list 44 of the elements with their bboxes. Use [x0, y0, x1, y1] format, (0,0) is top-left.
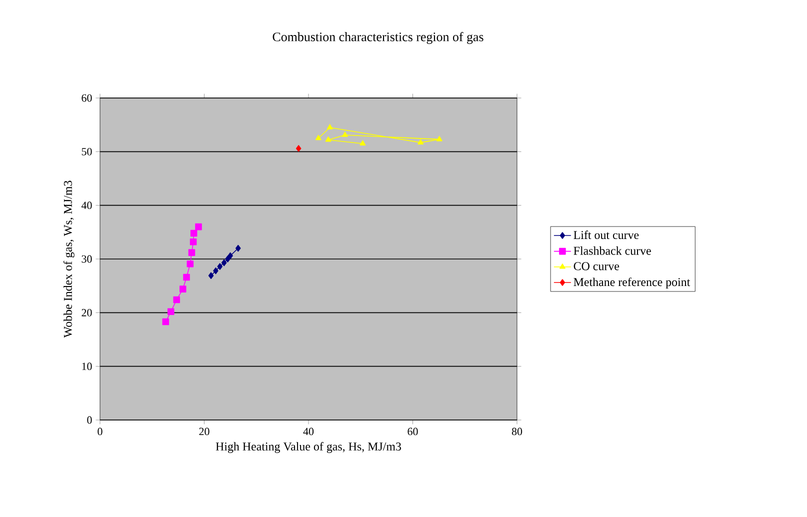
- point: [225, 256, 230, 262]
- y-axis-title: Wobbe Index of gas, Ws, MJ/m3: [63, 180, 74, 338]
- point: [217, 263, 223, 270]
- point: [188, 249, 196, 256]
- x-tick-label: 0: [98, 428, 102, 436]
- y-tick-label: 30: [82, 255, 92, 263]
- chart-title: Combustion characteristics region of gas: [272, 32, 484, 44]
- point: [168, 308, 174, 315]
- point: [183, 274, 190, 281]
- legend-label: CO curve: [574, 262, 620, 270]
- point: [208, 272, 214, 280]
- point: [173, 296, 180, 304]
- point: [418, 139, 424, 144]
- y-tick-label: 60: [82, 94, 92, 102]
- x-tick-label: 40: [303, 428, 314, 436]
- y-tick-label: 40: [81, 202, 92, 210]
- point: [221, 259, 227, 266]
- point: [326, 124, 333, 130]
- y-tick-label: 10: [82, 362, 92, 370]
- y-tick-label: 50: [82, 148, 92, 156]
- point: [190, 238, 197, 246]
- legend-label: Methane reference point: [574, 278, 690, 289]
- y-tick-label: 20: [82, 308, 92, 316]
- legend-label: Flashback curve: [574, 246, 651, 255]
- point: [296, 145, 302, 152]
- point: [235, 244, 241, 252]
- point: [162, 318, 170, 326]
- legend-label: Lift out curve: [574, 230, 639, 240]
- x-axis-title: High Heating Value of gas, Hs, MJ/m3: [216, 442, 402, 454]
- y-tick-label: 0: [87, 416, 92, 424]
- point: [360, 140, 366, 146]
- x-tick-label: 80: [512, 428, 522, 436]
- point: [436, 136, 442, 142]
- x-tick-label: 20: [199, 428, 210, 436]
- point: [315, 134, 322, 140]
- point: [179, 286, 186, 292]
- point: [213, 267, 218, 274]
- point: [190, 230, 198, 237]
- point: [342, 132, 348, 137]
- point: [228, 252, 233, 260]
- point: [186, 260, 194, 268]
- point: [325, 136, 332, 142]
- point: [195, 223, 202, 230]
- x-tick-label: 60: [408, 428, 418, 436]
